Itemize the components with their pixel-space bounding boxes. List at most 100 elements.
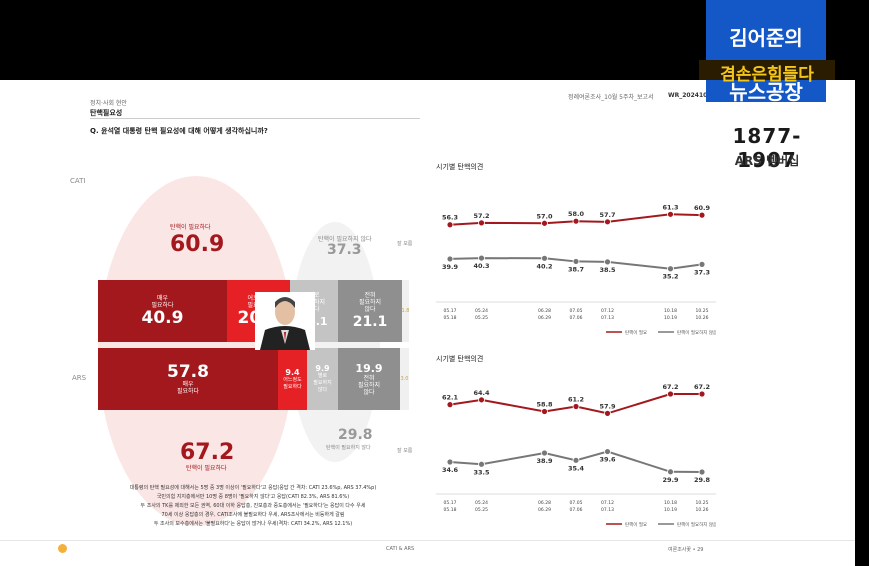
data-point <box>572 217 580 225</box>
data-label: 57.0 <box>536 212 553 220</box>
section-divider <box>90 118 420 119</box>
tick-label: 05.18 <box>444 507 457 513</box>
tick-label: 07.06 <box>570 507 583 513</box>
tick-label: 05.18 <box>444 315 457 321</box>
data-point <box>667 210 674 218</box>
legend-need: 탄핵이 필요 <box>625 521 647 528</box>
data-label: 67.2 <box>662 383 678 391</box>
tick-label: 05.25 <box>475 315 488 321</box>
chart1-title: 시기별 탄핵의견 <box>436 163 484 171</box>
data-label: 38.7 <box>568 265 584 273</box>
tick-label: 06.28 <box>538 308 551 314</box>
footer-center: CATI & ARS <box>386 546 415 552</box>
section-title: 탄핵필요성 <box>90 109 123 117</box>
logo-line3: 뉴스공장 <box>729 80 803 104</box>
cati-need-total: 60.9 <box>170 232 225 257</box>
chart1-cati: 56.3 57.2 57.0 58.0 57.7 61.3 60.9 39.9 40.3 40.2… <box>436 203 716 336</box>
tick-label: 07.13 <box>601 507 614 513</box>
ars-bar-dk: 3.0 <box>400 348 409 410</box>
data-label: 62.1 <box>442 394 459 402</box>
data-point <box>698 211 706 219</box>
data-point <box>698 390 706 398</box>
tick-label: 07.13 <box>601 315 614 321</box>
tick-label: 05.17 <box>444 308 457 314</box>
flower-icon <box>58 544 67 553</box>
chart2-title: 시기별 탄핵의견 <box>436 355 484 363</box>
data-label: 35.4 <box>568 464 585 472</box>
data-label: 64.4 <box>473 389 490 397</box>
tick-label: 10.25 <box>696 308 709 314</box>
ars-label: ARS <box>72 374 87 382</box>
ars-need-total: 67.2 <box>180 440 235 465</box>
tick-label: 05.25 <box>475 507 488 513</box>
data-label: 34.6 <box>442 466 459 474</box>
tick-label: 10.19 <box>664 507 677 513</box>
logo-highlight: 겸손은힘들다 <box>699 60 835 85</box>
tick-label: 07.12 <box>601 308 614 314</box>
tick-label: 05.24 <box>475 500 488 506</box>
data-label: 29.8 <box>694 476 711 484</box>
tick-label: 10.26 <box>696 507 709 513</box>
report-title: 정례여론조사_10월 5주차_보고서 <box>568 94 654 101</box>
data-point <box>478 396 485 404</box>
data-point <box>604 410 611 417</box>
data-point <box>541 219 548 227</box>
legend-need: 탄핵이 필요 <box>625 329 647 336</box>
data-point <box>478 460 485 468</box>
page-footer: CATI & ARS 여론조사꽃 • 29 <box>0 540 855 561</box>
data-label: 33.5 <box>473 468 490 476</box>
chart2-ars: 62.1 64.4 58.8 61.2 57.9 67.2 67.2 34.6 33.5 38.9… <box>436 383 716 528</box>
cati-dk-label: 잘 모름 <box>397 241 413 247</box>
phone-number: 1877-1907 <box>732 124 802 172</box>
data-point <box>446 221 454 229</box>
data-label: 57.7 <box>599 211 615 219</box>
cati-noneed-total: 37.3 <box>327 242 362 258</box>
data-point <box>604 258 611 266</box>
data-point <box>604 218 611 226</box>
data-point <box>667 468 674 476</box>
tick-label: 10.18 <box>664 308 677 314</box>
data-point <box>478 219 485 227</box>
data-label: 38.5 <box>599 266 616 274</box>
data-label: 35.2 <box>662 273 678 281</box>
data-point <box>541 254 548 262</box>
news-factory-logo: 김어준의 뉴스공장 <box>706 0 826 104</box>
data-label: 38.9 <box>536 457 553 465</box>
logo-line1: 김어준의 <box>729 26 803 50</box>
ars-need-label: 탄핵이 필요하다 <box>186 465 227 472</box>
data-point <box>698 260 706 268</box>
tick-label: 05.24 <box>475 308 488 314</box>
data-point <box>446 255 454 263</box>
data-point <box>667 390 674 398</box>
ars-bar-very-need: 57.8 매우 필요하다 <box>98 348 278 410</box>
data-label: 58.0 <box>568 210 585 218</box>
category-label: 정치·사회 현안 <box>90 100 127 107</box>
tick-label: 07.05 <box>570 308 583 314</box>
data-label: 40.3 <box>473 262 489 270</box>
ars-noneed-label: 탄핵이 필요하지 않다 <box>326 445 371 451</box>
cati-noneed-label: 탄핵이 필요하지 않다 <box>318 236 372 243</box>
tick-label: 07.05 <box>570 500 583 506</box>
right-black-band <box>855 0 869 566</box>
tick-label: 10.25 <box>696 500 709 506</box>
data-point <box>446 458 454 466</box>
data-label: 61.3 <box>662 203 678 211</box>
ars-bar-somewhat-need: 9.4 어느정도 필요하다 <box>278 348 307 410</box>
tick-label: 10.18 <box>664 500 677 506</box>
tick-label: 07.06 <box>570 315 583 321</box>
ars-membership: ARS 멤버십 <box>734 154 800 168</box>
ars-bar-not-much: 9.9 별로 필요하지 않다 <box>307 348 338 410</box>
data-label: 39.6 <box>599 456 616 464</box>
legend-noneed: 탄핵이 필요하지 않음 <box>677 521 716 528</box>
tick-label: 07.12 <box>601 500 614 506</box>
inset-person-video <box>255 292 315 350</box>
data-point <box>667 265 674 273</box>
data-point <box>446 401 454 409</box>
cati-bar-not-at-all: 전혀 필요하지 않다 21.1 <box>338 280 402 342</box>
ars-noneed-total: 29.8 <box>338 427 373 443</box>
ars-dk-label: 잘 모름 <box>397 448 413 454</box>
data-label: 67.2 <box>694 383 710 391</box>
data-point <box>604 448 611 455</box>
cati-bar-very-need: 매우 필요하다 40.9 <box>98 280 227 342</box>
data-label: 29.9 <box>662 476 679 484</box>
